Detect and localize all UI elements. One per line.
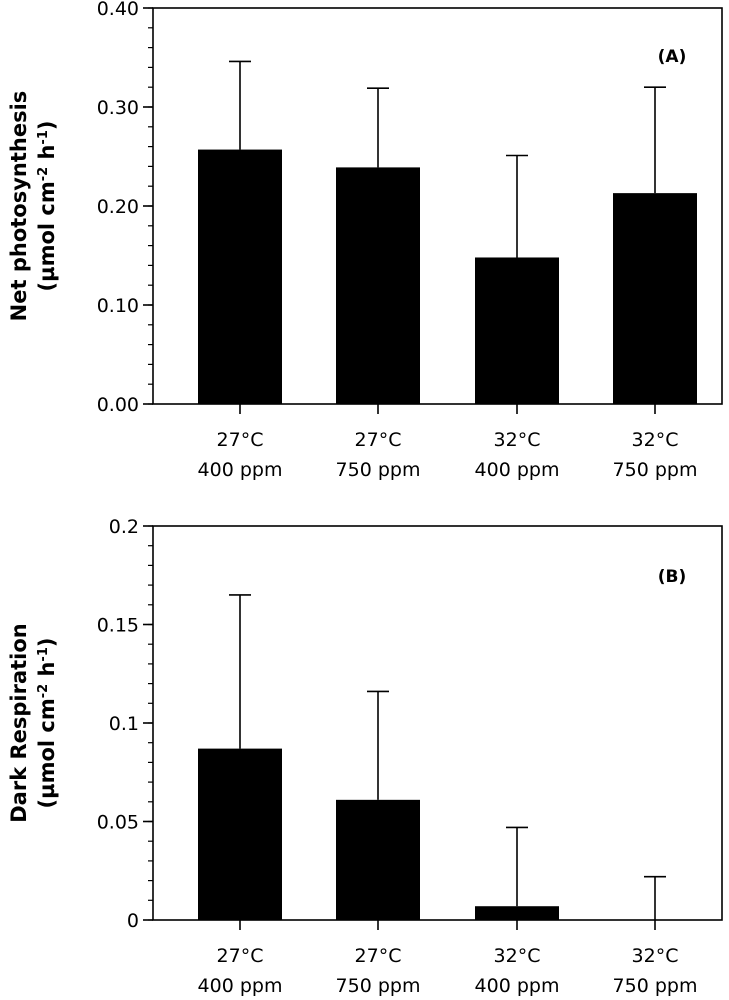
bar — [198, 748, 282, 920]
bar — [613, 193, 697, 404]
x-tick-label: 750 ppm — [613, 975, 698, 997]
x-tick-label: 27°C — [217, 945, 264, 967]
panel-tag: (B) — [658, 567, 687, 587]
bar — [336, 799, 420, 920]
x-tick-label: 32°C — [494, 429, 541, 451]
x-tick-label: 32°C — [632, 945, 679, 967]
y-tick-label: 0 — [127, 910, 139, 932]
y-tick-label: 0.40 — [97, 0, 139, 20]
unit-exponent: -2 — [36, 167, 51, 181]
x-tick-label: 27°C — [217, 429, 264, 451]
bar — [336, 167, 420, 404]
x-tick-label: 32°C — [632, 429, 679, 451]
y-tick-label: 0.00 — [97, 394, 139, 416]
y-tick-label: 0.05 — [97, 812, 139, 834]
x-tick-label: 32°C — [494, 945, 541, 967]
unit-exponent: -1 — [36, 130, 51, 144]
y-axis-unit-label: (µmol cm-2 h-1) — [35, 121, 59, 292]
unit-text: (µmol cm — [35, 181, 59, 291]
unit-text: ) — [35, 121, 59, 131]
bar — [475, 906, 559, 920]
y-tick-label: 0.30 — [97, 97, 139, 119]
unit-text: ) — [35, 638, 59, 648]
y-axis-label: Dark Respiration — [7, 623, 31, 823]
bar — [198, 149, 282, 404]
x-tick-label: 400 ppm — [198, 975, 283, 997]
y-axis-label: Net photosynthesis — [7, 91, 31, 322]
x-tick-label: 750 ppm — [336, 459, 421, 481]
unit-exponent: -1 — [36, 647, 51, 661]
bar — [475, 257, 559, 404]
y-axis-unit-label: (µmol cm-2 h-1) — [35, 638, 59, 809]
unit-text: h — [35, 662, 59, 684]
y-tick-label: 0.2 — [109, 516, 139, 538]
panel-b: 0 0.05 0.1 0.15 0.2 27°C 400 ppm 27°C 750 ppm 32°… — [7, 516, 723, 997]
x-tick-label: 27°C — [355, 945, 402, 967]
x-tick-label: 400 ppm — [198, 459, 283, 481]
y-tick-label: 0.20 — [97, 196, 139, 218]
unit-text: h — [35, 145, 59, 167]
unit-exponent: -2 — [36, 684, 51, 698]
y-tick-label: 0.1 — [109, 713, 139, 735]
panel-a: 0.00 0.10 0.20 0.30 0.40 27°C 400 ppm 27°C 750 p… — [7, 0, 723, 481]
unit-text: (µmol cm — [35, 698, 59, 808]
x-tick-label: 750 ppm — [336, 975, 421, 997]
x-tick-label: 750 ppm — [613, 459, 698, 481]
y-tick-label: 0.15 — [97, 615, 139, 637]
x-tick-label: 27°C — [355, 429, 402, 451]
panel-tag: (A) — [658, 47, 687, 67]
y-tick-label: 0.10 — [97, 295, 139, 317]
x-tick-label: 400 ppm — [475, 975, 560, 997]
x-tick-label: 400 ppm — [475, 459, 560, 481]
